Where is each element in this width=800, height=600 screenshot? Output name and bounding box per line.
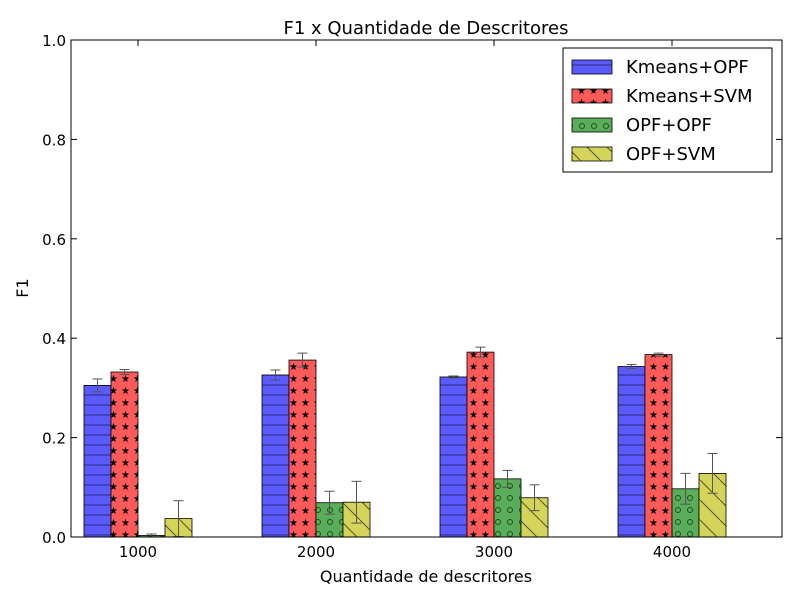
bar-group-opf-opf xyxy=(493,469,522,538)
x-tick-label: 4000 xyxy=(653,543,691,561)
legend-label: Kmeans+OPF xyxy=(626,57,749,78)
bar-group-kmeans-svm xyxy=(110,369,139,538)
y-tick-label: 0.0 xyxy=(42,529,66,547)
bar-hatch xyxy=(83,385,112,538)
chart-title: F1 x Quantidade de Descritores xyxy=(283,18,568,39)
bar-group-opf-svm xyxy=(164,500,193,538)
bar-hatch xyxy=(261,374,290,538)
legend-entry: OPF+OPF xyxy=(571,115,712,136)
y-axis-label: F1 xyxy=(13,278,32,297)
y-tick-label: 1.0 xyxy=(42,32,66,50)
bar-group-opf-svm xyxy=(520,484,549,538)
y-tick-label: 0.2 xyxy=(42,430,66,448)
bar-group-kmeans-opf xyxy=(261,369,290,538)
legend: Kmeans+OPF Kmeans+SVM OPF+OPF OPF+SVM xyxy=(562,47,773,173)
x-axis: 1000 2000 3000 4000 xyxy=(119,40,691,561)
y-axis: 0.0 0.2 0.4 0.6 0.8 1.0 xyxy=(42,32,782,547)
bar-hatch xyxy=(288,359,317,538)
bar-group-kmeans-opf xyxy=(617,364,646,538)
x-tick-label: 1000 xyxy=(119,543,157,561)
bar-hatch xyxy=(439,376,468,538)
y-tick-label: 0.6 xyxy=(42,231,66,249)
legend-label: OPF+OPF xyxy=(626,115,712,136)
bar-group-kmeans-svm xyxy=(288,352,317,538)
legend-swatch-hatch xyxy=(571,146,613,162)
bar-group-opf-opf xyxy=(315,490,344,538)
bar-group-kmeans-opf xyxy=(83,378,112,538)
bar-hatch xyxy=(466,351,495,538)
legend-entry: OPF+SVM xyxy=(571,144,716,165)
legend-swatch-hatch xyxy=(571,59,613,75)
plot-area xyxy=(83,346,727,538)
bar-hatch xyxy=(644,354,673,538)
legend-label: OPF+SVM xyxy=(626,144,716,165)
bar-group-kmeans-opf xyxy=(439,375,468,538)
legend-swatch-hatch xyxy=(571,117,613,133)
legend-swatch-hatch xyxy=(571,88,613,104)
x-axis-label: Quantidade de descritores xyxy=(320,567,532,586)
bar-hatch xyxy=(617,366,646,538)
y-tick-label: 0.4 xyxy=(42,330,66,348)
legend-entry: Kmeans+SVM xyxy=(571,86,753,107)
legend-entry: Kmeans+OPF xyxy=(571,57,749,78)
bar-group-opf-svm xyxy=(342,480,371,538)
y-tick-label: 0.8 xyxy=(42,131,66,149)
x-tick-label: 3000 xyxy=(475,543,513,561)
x-tick-label: 2000 xyxy=(297,543,335,561)
bar-group-opf-svm xyxy=(698,453,727,538)
bar-hatch xyxy=(110,371,139,538)
bar-hatch xyxy=(493,478,522,538)
bar-group-kmeans-svm xyxy=(466,346,495,538)
plot-frame xyxy=(70,39,783,538)
bar-group-opf-opf xyxy=(671,472,700,538)
bar-group-kmeans-svm xyxy=(644,352,673,538)
legend-label: Kmeans+SVM xyxy=(626,86,753,107)
